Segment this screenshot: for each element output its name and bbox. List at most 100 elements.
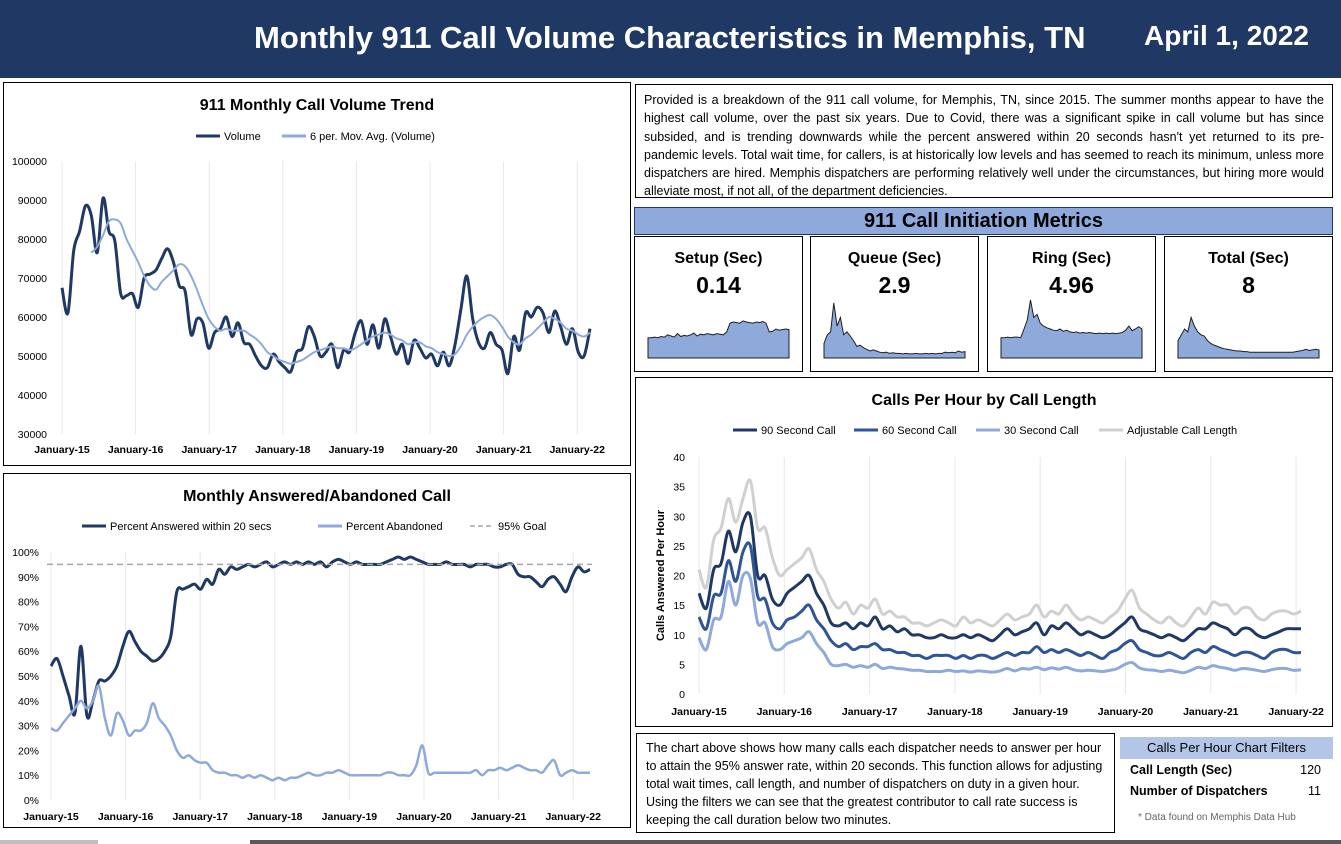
- y-tick-label: 20%: [18, 745, 39, 757]
- metrics-title: 911 Call Initiation Metrics: [634, 207, 1333, 235]
- y-tick-label: 80%: [18, 597, 39, 609]
- chart-title: 911 Monthly Call Volume Trend: [200, 97, 434, 114]
- x-tick-label: January-20: [396, 811, 452, 823]
- y-tick-label: 90%: [18, 572, 39, 584]
- y-tick-label: 5: [679, 659, 685, 671]
- x-tick-label: January-15: [671, 706, 727, 718]
- y-tick-label: 50000: [18, 351, 47, 363]
- y-tick-label: 70000: [18, 273, 47, 285]
- y-tick-label: 30%: [18, 721, 39, 733]
- metric-value: 2.9: [878, 272, 911, 298]
- sparkline-area: [647, 320, 790, 359]
- y-tick-label: 0: [679, 689, 685, 701]
- x-tick-label: January-15: [34, 444, 90, 456]
- metric-sparkline: [823, 302, 966, 359]
- sparkline-area: [1177, 315, 1320, 359]
- answered-abandoned-svg: Monthly Answered/Abandoned Call Percent A…: [12, 488, 601, 823]
- description-box: Provided is a breakdown of the 911 call …: [635, 84, 1333, 198]
- filters-title: Calls Per Hour Chart Filters: [1120, 737, 1333, 759]
- y-tick-label: 20: [673, 571, 685, 583]
- chart-title: Calls Per Hour by Call Length: [872, 392, 1097, 409]
- legend-label: 6 per. Mov. Avg. (Volume): [310, 131, 435, 143]
- filter-label: Call Length (Sec): [1130, 763, 1233, 777]
- series-line: [697, 570, 1302, 675]
- bottom-scroll-bar: [250, 840, 1341, 844]
- legend-label: 30 Second Call: [1004, 425, 1079, 437]
- y-tick-label: 25: [673, 541, 685, 553]
- y-tick-label: 40%: [18, 696, 39, 708]
- filter-dispatchers[interactable]: Number of Dispatchers 11: [1120, 780, 1333, 801]
- chart-title: Monthly Answered/Abandoned Call: [183, 488, 451, 505]
- x-tick-label: January-22: [1268, 706, 1324, 718]
- y-tick-label: 30: [673, 511, 685, 523]
- filter-value[interactable]: 120: [1300, 763, 1321, 777]
- metric-sparkline: [1177, 315, 1320, 359]
- x-tick-label: January-21: [471, 811, 527, 823]
- legend-label: 95% Goal: [498, 521, 546, 533]
- x-tick-label: January-18: [927, 706, 983, 718]
- metric-sparkline: [1000, 299, 1143, 359]
- x-tick-label: January-15: [23, 811, 79, 823]
- metric-card-queue: Queue (Sec) 2.9: [810, 236, 979, 372]
- x-tick-label: January-22: [549, 444, 605, 456]
- x-tick-label: January-22: [545, 811, 601, 823]
- x-tick-label: January-19: [1012, 706, 1068, 718]
- filter-value[interactable]: 11: [1308, 784, 1321, 798]
- metric-label: Queue (Sec): [847, 250, 942, 267]
- x-tick-label: January-17: [842, 706, 898, 718]
- y-tick-label: 100%: [12, 547, 39, 559]
- y-tick-label: 50%: [18, 671, 39, 683]
- metric-label: Ring (Sec): [1031, 250, 1112, 267]
- y-tick-label: 30000: [18, 429, 47, 441]
- x-tick-label: January-20: [402, 444, 458, 456]
- chart-filters: Calls Per Hour Chart Filters Call Length…: [1120, 737, 1333, 833]
- x-tick-label: January-17: [181, 444, 237, 456]
- bottom-scroll-bar: [0, 840, 98, 844]
- data-source-footnote: * Data found on Memphis Data Hub: [1138, 812, 1296, 823]
- x-tick-label: January-17: [172, 811, 228, 823]
- metric-card-total: Total (Sec) 8: [1164, 236, 1333, 372]
- calls-per-hour-svg: Calls Per Hour by Call Length 90 Second C…: [655, 392, 1324, 718]
- x-tick-label: January-19: [322, 811, 378, 823]
- metric-value: 4.96: [1049, 272, 1094, 298]
- y-tick-label: 0%: [24, 795, 39, 807]
- legend-label: 60 Second Call: [882, 425, 957, 437]
- y-tick-label: 40000: [18, 390, 47, 402]
- call-volume-trend-chart: 911 Monthly Call Volume Trend Volume 6 per…: [3, 82, 631, 466]
- series-line: [50, 684, 590, 782]
- sparkline-area: [1000, 299, 1143, 359]
- y-tick-label: 100000: [12, 156, 47, 168]
- dashboard-header: Monthly 911 Call Volume Characteristics …: [0, 0, 1341, 78]
- dashboard-title: Monthly 911 Call Volume Characteristics …: [254, 20, 1086, 55]
- series-line: [49, 555, 591, 720]
- x-tick-label: January-21: [476, 444, 532, 456]
- legend-label: Percent Abandoned: [346, 521, 443, 533]
- metric-value: 0.14: [696, 272, 741, 298]
- y-tick-label: 90000: [18, 195, 47, 207]
- y-tick-label: 10: [673, 630, 685, 642]
- series-line: [697, 511, 1301, 643]
- y-tick-label: 15: [673, 600, 685, 612]
- x-tick-label: January-16: [98, 811, 154, 823]
- series-line: [60, 196, 592, 376]
- series-line: [697, 478, 1302, 628]
- x-tick-label: January-20: [1098, 706, 1154, 718]
- filter-call-length[interactable]: Call Length (Sec) 120: [1120, 759, 1333, 780]
- y-tick-label: 40: [673, 452, 685, 464]
- x-tick-label: January-21: [1183, 706, 1239, 718]
- metric-label: Total (Sec): [1208, 250, 1289, 267]
- series-line: [697, 541, 1302, 660]
- x-tick-label: January-16: [108, 444, 164, 456]
- dashboard-date: April 1, 2022: [1144, 20, 1309, 51]
- series-line: [90, 218, 591, 365]
- x-tick-label: January-19: [329, 444, 385, 456]
- chart-note-text: The chart above shows how many calls eac…: [646, 741, 1103, 827]
- y-axis-label: Calls Answered Per Hour: [655, 509, 667, 641]
- metric-card-ring: Ring (Sec) 4.96: [987, 236, 1156, 372]
- x-tick-label: January-18: [255, 444, 311, 456]
- legend-label: 90 Second Call: [761, 425, 836, 437]
- metric-card-setup: Setup (Sec) 0.14: [634, 236, 803, 372]
- y-tick-label: 60%: [18, 646, 39, 658]
- metric-label: Setup (Sec): [674, 250, 763, 267]
- metric-value: 8: [1242, 272, 1255, 298]
